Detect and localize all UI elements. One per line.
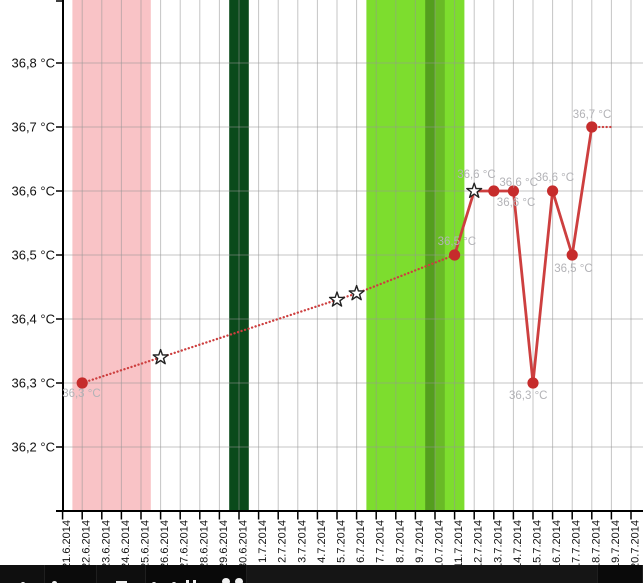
x-axis-date-label: 2.7.2014: [277, 520, 289, 563]
temperature-value-label: 36,6 °C: [536, 172, 574, 184]
x-axis-date-label: 3.7.2014: [296, 520, 308, 563]
x-axis-date-label: 24.6.2014: [120, 520, 132, 565]
temperature-dot-marker[interactable]: [76, 377, 88, 389]
temperature-line-segment: [453, 189, 476, 257]
bottom-toolbar[interactable]: [0, 565, 643, 583]
y-axis-tick-label: 36,7 °C: [11, 120, 55, 135]
icon-fragment-icon[interactable]: [193, 580, 196, 583]
temperature-dot-marker[interactable]: [527, 377, 539, 389]
x-axis-date-label: 28.6.2014: [198, 520, 210, 565]
x-axis-date-label: 13.7.2014: [492, 520, 504, 565]
x-axis-date-label: 25.6.2014: [140, 520, 152, 565]
temperature-dot-marker[interactable]: [449, 249, 461, 261]
icon-fragment-icon[interactable]: [186, 580, 189, 583]
temperature-value-label: 36,5 °C: [554, 263, 592, 275]
temperature-dot-marker[interactable]: [586, 121, 598, 133]
toolbar-segment[interactable]: [247, 565, 598, 583]
x-axis-date-label: 14.7.2014: [512, 520, 524, 565]
y-axis-tick-label: 36,4 °C: [11, 312, 55, 327]
temperature-value-label: 36,6 °C: [497, 197, 535, 209]
x-axis-date-label: 16.7.2014: [551, 520, 563, 565]
x-axis-date-label: 27.6.2014: [179, 520, 191, 565]
temperature-value-label: 36,7 °C: [573, 109, 611, 121]
x-axis-date-label: 8.7.2014: [394, 520, 406, 563]
temperature-value-label: 36,5 °C: [438, 236, 476, 248]
temperature-value-label: 36,3 °C: [509, 390, 547, 402]
temperature-line-segment: [570, 125, 594, 257]
icon-fragment-icon[interactable]: [222, 578, 230, 583]
toolbar-segment[interactable]: [45, 565, 97, 583]
temperature-chart-canvas: 36,8 °C 36,7 °C 36,6 °C 36,5 °C 36,4 °C 36,3 …: [11, 0, 643, 569]
x-axis-date-label: 20.7.2014: [630, 520, 642, 565]
x-axis-date-label: 15.7.2014: [532, 520, 544, 565]
y-axis-tick-label: 36,8 °C: [11, 56, 55, 71]
estimated-star-marker[interactable]: [328, 291, 346, 307]
x-axis-date-label: 22.6.2014: [81, 520, 93, 565]
toolbar-segment[interactable]: [0, 565, 45, 583]
temperature-value-label: 36,3 °C: [62, 388, 100, 400]
x-axis-date-label: 19.7.2014: [610, 520, 622, 565]
y-axis-tick-label: 36,2 °C: [11, 440, 55, 455]
x-axis-date-label: 17.7.2014: [571, 520, 583, 565]
temperature-line-segment: [531, 189, 554, 385]
x-axis-date-label: 10.7.2014: [434, 520, 446, 565]
x-axis-date-label: 9.7.2014: [414, 520, 426, 563]
x-axis-date-label: 6.7.2014: [355, 520, 367, 563]
temperature-dot-marker[interactable]: [488, 185, 500, 197]
temperature-line-segment: [512, 189, 535, 385]
interpolated-line-segment: [81, 356, 162, 385]
x-axis-date-label: 1.7.2014: [257, 520, 269, 563]
x-axis-date-label: 23.6.2014: [100, 520, 112, 565]
icon-fragment-icon[interactable]: [52, 581, 57, 583]
y-axis-tick-label: 36,3 °C: [11, 376, 55, 391]
temperature-value-label: 36,6 °C: [499, 177, 537, 189]
temperature-line-segment: [551, 189, 574, 257]
toolbar-segment[interactable]: [146, 565, 247, 583]
icon-fragment-icon[interactable]: [116, 581, 127, 583]
y-axis-tick-label: 36,5 °C: [11, 248, 55, 263]
temperature-value-label: 36,6 °C: [457, 169, 495, 181]
x-axis-date-label: 18.7.2014: [590, 520, 602, 565]
x-axis-date-label: 30.6.2014: [238, 520, 250, 565]
x-axis-date-label: 26.6.2014: [159, 520, 171, 565]
x-axis-date-label: 7.7.2014: [375, 520, 387, 563]
x-axis-date-label: 5.7.2014: [336, 520, 348, 563]
temperature-dot-marker[interactable]: [547, 185, 559, 197]
temperature-dot-marker[interactable]: [507, 185, 519, 197]
x-axis-date-label: 29.6.2014: [218, 520, 230, 565]
estimated-star-marker[interactable]: [152, 348, 169, 365]
x-axis-date-label: 12.7.2014: [473, 520, 485, 565]
interpolated-line-segment: [159, 298, 339, 359]
x-axis-date-label: 11.7.2014: [453, 520, 465, 565]
x-axis-date-label: 4.7.2014: [316, 520, 328, 563]
icon-fragment-icon[interactable]: [235, 578, 243, 583]
x-axis-date-label: 21.6.2014: [61, 520, 73, 565]
estimated-star-marker[interactable]: [466, 182, 483, 198]
interpolated-line-segment: [355, 253, 456, 295]
toolbar-segment[interactable]: [598, 565, 643, 583]
estimated-star-marker[interactable]: [348, 284, 365, 301]
temperature-dot-marker[interactable]: [566, 249, 578, 261]
y-axis-tick-label: 36,6 °C: [11, 184, 55, 199]
temperature-chart: 36,8 °C 36,7 °C 36,6 °C 36,5 °C 36,4 °C 36,3 …: [11, 0, 643, 569]
toolbar-segment[interactable]: [97, 565, 146, 583]
